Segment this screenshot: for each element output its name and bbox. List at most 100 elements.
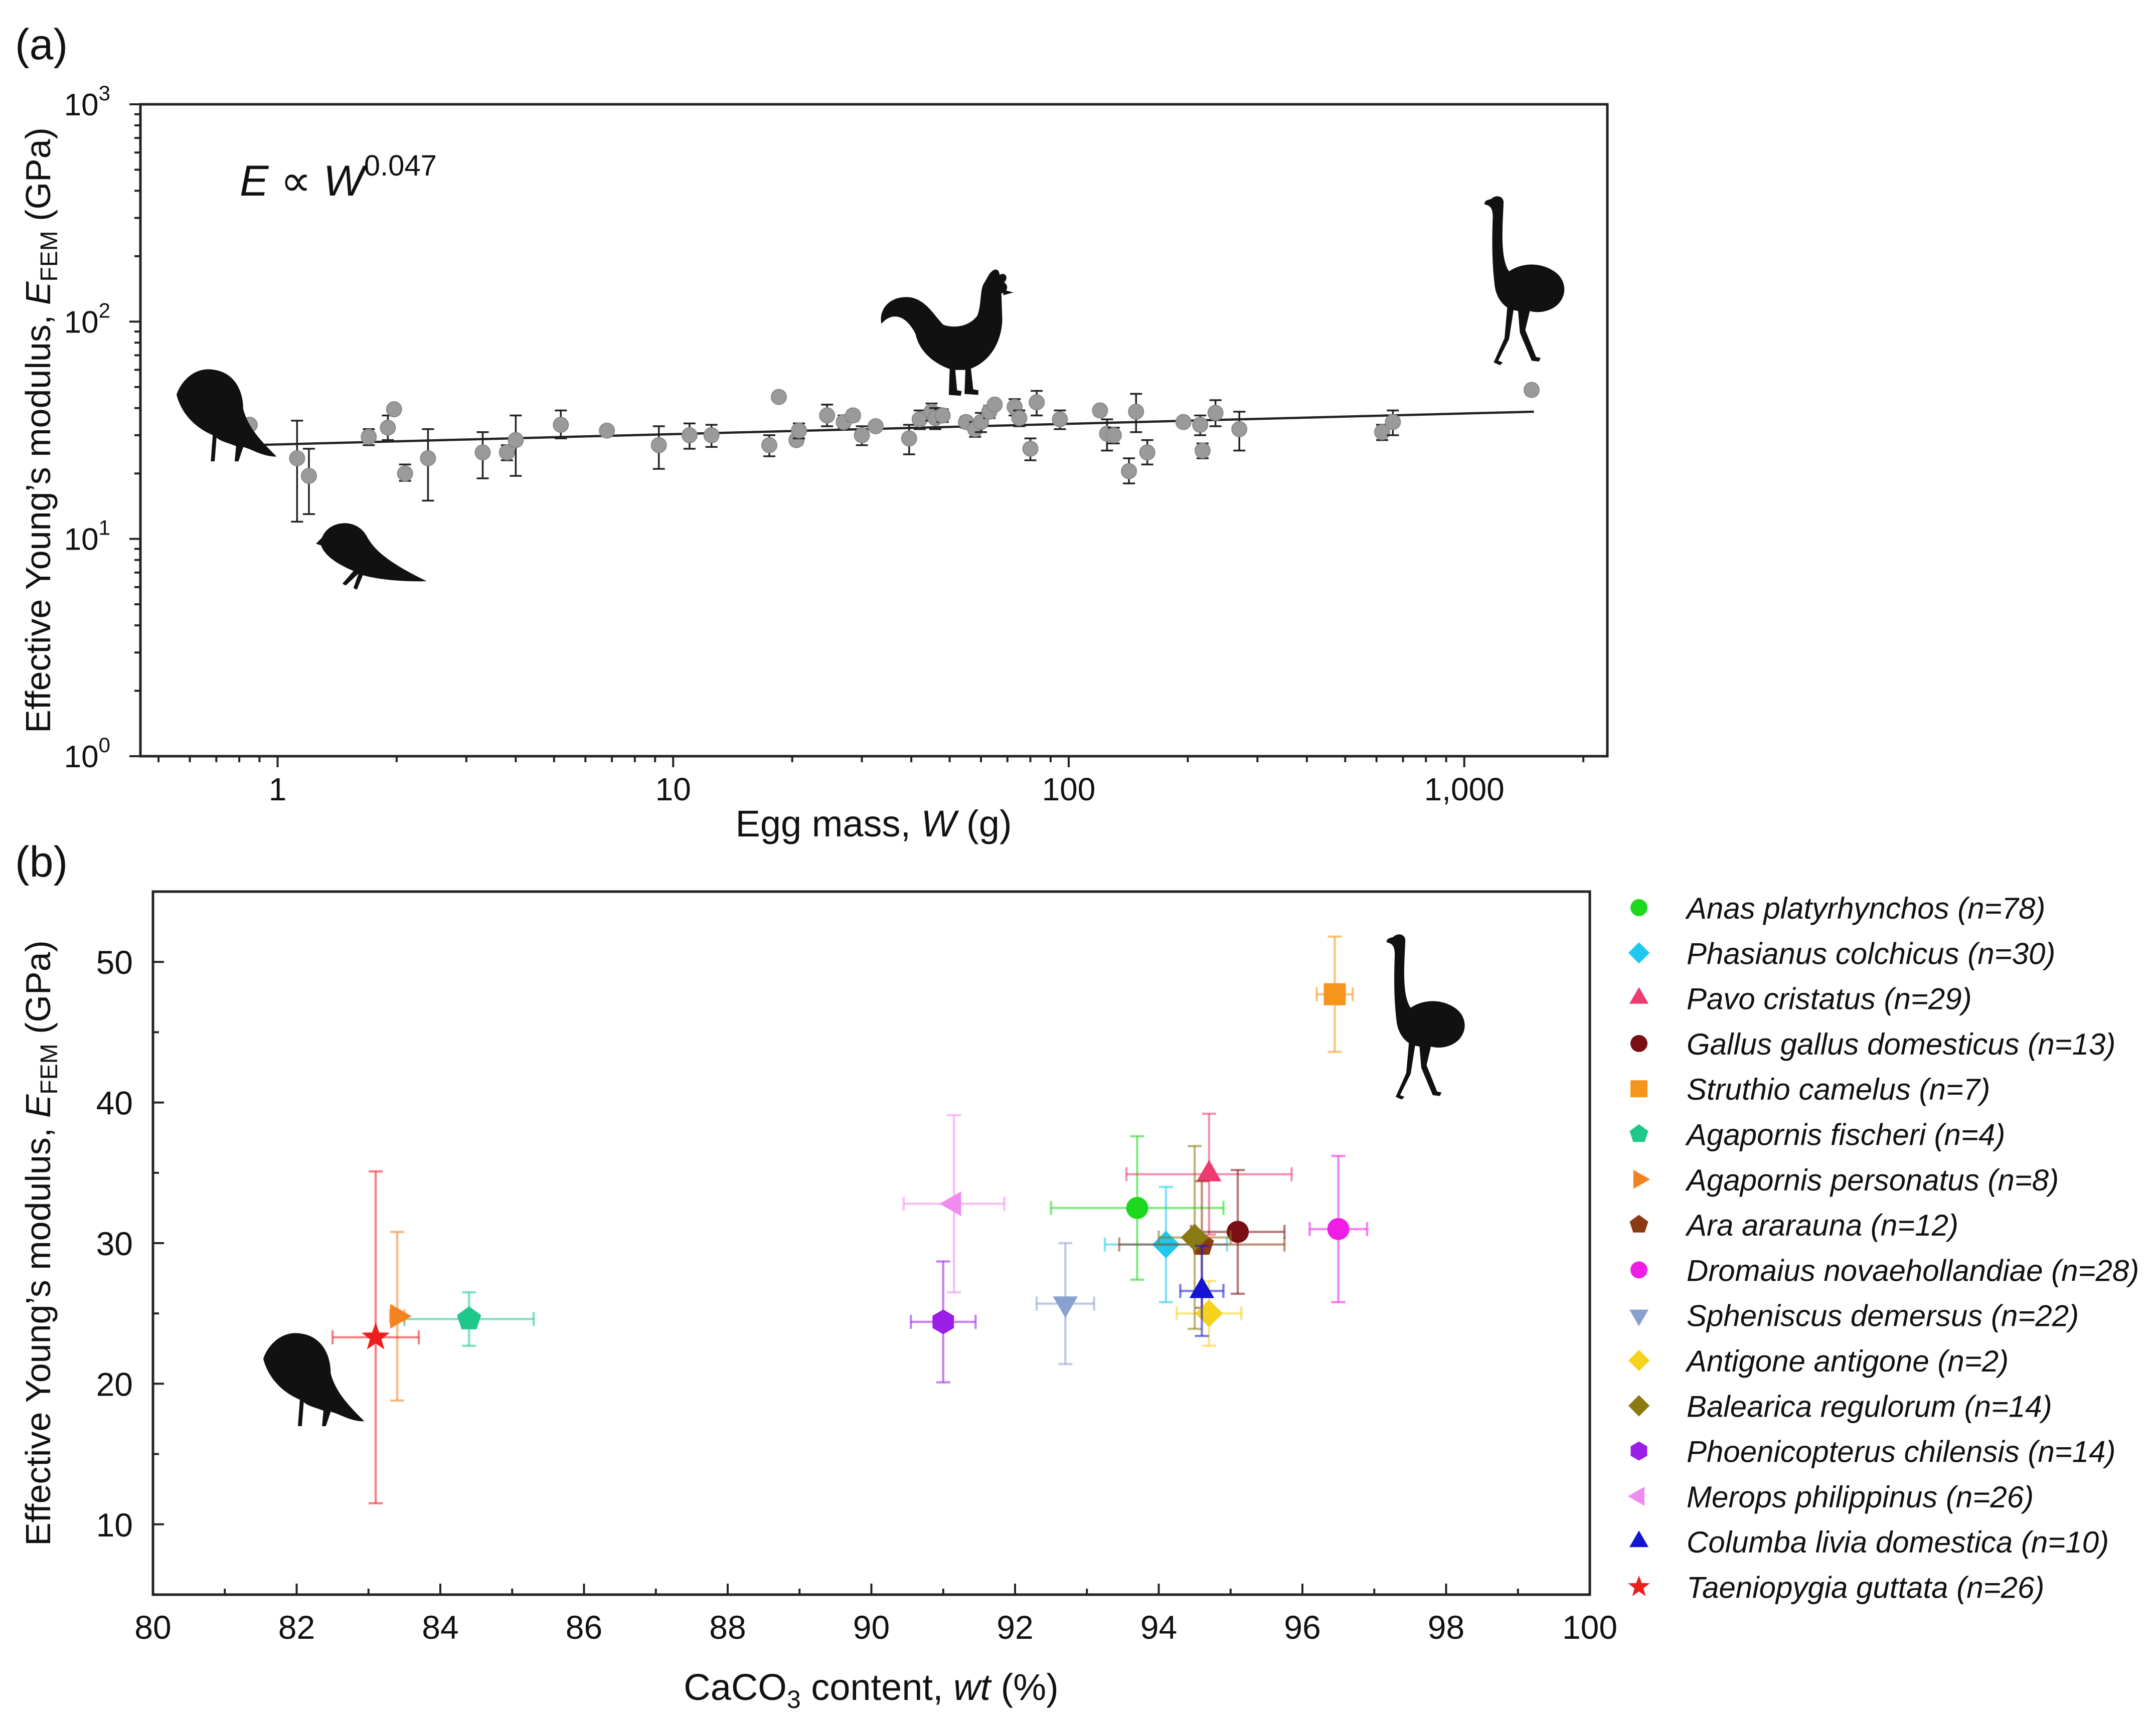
chart-b-marker bbox=[361, 1322, 390, 1349]
legend-label: Anas platyrhynchos (n=78) bbox=[1685, 892, 2045, 925]
legend-label: Dromaius novaehollandiae (n=28) bbox=[1687, 1254, 2139, 1287]
chart-b-xtick-label: 82 bbox=[278, 1609, 315, 1646]
chart-a-marker bbox=[474, 444, 491, 461]
chart-a-point bbox=[1105, 427, 1122, 445]
legend-label: Ara ararauna (n=12) bbox=[1685, 1209, 1958, 1242]
chart-a-point bbox=[553, 409, 569, 440]
chart-b-xtick-label: 86 bbox=[566, 1609, 602, 1646]
chart-a-marker bbox=[1121, 463, 1137, 479]
sparrow-silhouette-icon bbox=[177, 369, 277, 461]
chart-a-marker bbox=[681, 427, 698, 443]
chart-b-point bbox=[1157, 1145, 1232, 1330]
chart-a-marker bbox=[289, 450, 305, 466]
chart-a-point bbox=[1011, 409, 1028, 427]
chart-a-point bbox=[761, 434, 777, 457]
chart-b-point bbox=[1190, 1168, 1286, 1295]
legend-marker bbox=[1627, 1486, 1645, 1506]
chart-a-marker bbox=[703, 427, 720, 443]
chart-a-point bbox=[1192, 414, 1209, 436]
chart-a-point bbox=[1175, 414, 1192, 430]
chart-a-point bbox=[934, 407, 951, 424]
chart-b-marker bbox=[1197, 1160, 1222, 1181]
chart-b-xtick-label: 100 bbox=[1562, 1609, 1617, 1646]
chart-a-marker bbox=[1139, 444, 1155, 461]
chart-b-xlabel: CaCO3 content, wt (%) bbox=[684, 1666, 1059, 1713]
chart-a-marker bbox=[901, 430, 917, 447]
legend-label: Spheniscus demersus (n=22) bbox=[1687, 1299, 2079, 1333]
legend-marker bbox=[1630, 899, 1647, 916]
chart-b-point bbox=[1125, 1112, 1293, 1236]
ostrich-silhouette-icon bbox=[1484, 196, 1565, 366]
chart-b-point bbox=[1035, 1242, 1095, 1365]
chart-a-marker bbox=[1385, 414, 1401, 430]
chart-b-point bbox=[1315, 935, 1354, 1053]
chart-a-marker bbox=[845, 407, 861, 424]
chart-a-marker bbox=[911, 411, 928, 428]
chart-a-marker bbox=[1105, 427, 1122, 443]
chart-a-point bbox=[386, 401, 402, 418]
chart-a-point bbox=[791, 422, 807, 440]
chart-a-point bbox=[845, 407, 861, 424]
chart-a-marker bbox=[1092, 402, 1108, 419]
chart-a-marker bbox=[386, 401, 402, 418]
chart-a-marker bbox=[1194, 442, 1211, 459]
chart-b-xtick-label: 88 bbox=[709, 1609, 746, 1646]
legend-marker bbox=[1630, 1441, 1647, 1461]
legend-label: Antigone antigone (n=2) bbox=[1685, 1344, 2009, 1378]
legend-marker bbox=[1629, 1309, 1649, 1326]
chart-b-marker bbox=[932, 1309, 954, 1334]
chart-a-xtick-label: 10 bbox=[655, 771, 691, 807]
chart-a-point bbox=[681, 422, 698, 450]
chart-a-ytick-label: 100 bbox=[64, 733, 110, 774]
chart-a-marker bbox=[1128, 403, 1144, 420]
chart-a-point bbox=[1385, 409, 1401, 436]
chart-a-point bbox=[986, 396, 1003, 413]
legend-label: Agapornis fischeri (n=4) bbox=[1685, 1118, 2005, 1152]
legend-label: Taeniopygia guttata (n=26) bbox=[1687, 1571, 2044, 1605]
chart-b-xtick-label: 92 bbox=[997, 1609, 1033, 1646]
chart-a-marker bbox=[1175, 414, 1192, 430]
chart-b-point bbox=[1050, 1135, 1225, 1281]
legend-marker bbox=[1628, 1575, 1650, 1597]
chart-a-marker bbox=[361, 429, 377, 445]
legend-label: Phasianus colchicus (n=30) bbox=[1687, 937, 2055, 970]
chart-b-marker bbox=[1126, 1196, 1148, 1219]
chart-a-point bbox=[1052, 409, 1068, 430]
chart-a-marker bbox=[420, 450, 436, 466]
chart-b-point bbox=[910, 1260, 977, 1384]
chart-a-marker bbox=[986, 396, 1003, 413]
legend-item: Agapornis fischeri (n=4) bbox=[1629, 1118, 2005, 1152]
chart-b-marker bbox=[1189, 1276, 1215, 1298]
legend-marker bbox=[1629, 1530, 1649, 1548]
chart-a-marker bbox=[650, 437, 667, 453]
legend-item: Struthio camelus (n=7) bbox=[1630, 1073, 1990, 1106]
chart-a-annotation: E ∝ W0.047 bbox=[240, 149, 437, 205]
chart-a-point bbox=[1128, 393, 1144, 433]
chart-b-point bbox=[403, 1291, 535, 1347]
chart-b-point bbox=[331, 1170, 420, 1504]
legend-item: Antigone antigone (n=2) bbox=[1628, 1344, 2009, 1378]
chart-a-marker bbox=[854, 427, 870, 443]
chart-a: 1 10 100 1,000 100 101 102 103 E ∝ W0.047 Egg m… bbox=[19, 81, 1609, 844]
chart-a-ytick-label: 103 bbox=[64, 81, 110, 122]
chart-a-marker bbox=[1052, 411, 1068, 428]
chart-b-marker bbox=[1323, 983, 1346, 1005]
chart-b-point bbox=[1179, 1245, 1225, 1337]
legend-item: Gallus gallus domesticus (n=13) bbox=[1630, 1027, 2115, 1061]
chart-a-marker bbox=[300, 467, 317, 484]
legend-marker bbox=[1630, 1080, 1647, 1098]
chart-a-point bbox=[474, 431, 491, 479]
chart-a-marker bbox=[1231, 421, 1248, 437]
chart-a-ylabel: Effective Young’s modulus, EFEM (GPa) bbox=[19, 127, 63, 733]
chart-a-marker bbox=[1011, 410, 1028, 426]
chart-a-marker bbox=[508, 432, 524, 448]
chart-b-xtick-label: 90 bbox=[853, 1609, 890, 1646]
legend-item: Taeniopygia guttata (n=26) bbox=[1628, 1571, 2044, 1605]
legend-marker bbox=[1630, 1261, 1647, 1279]
ostrich-silhouette-icon bbox=[1387, 934, 1465, 1100]
chart-b-marker bbox=[1195, 1299, 1223, 1327]
legend-marker bbox=[1628, 1349, 1650, 1371]
chart-a-point bbox=[901, 424, 917, 455]
sparrow-silhouette-icon bbox=[263, 1333, 365, 1426]
chart-a-xtick-label: 1 bbox=[269, 771, 287, 807]
